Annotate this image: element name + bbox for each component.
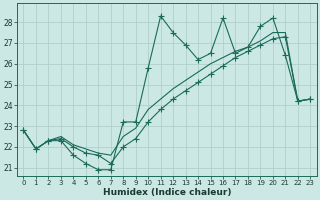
X-axis label: Humidex (Indice chaleur): Humidex (Indice chaleur)	[103, 188, 231, 197]
